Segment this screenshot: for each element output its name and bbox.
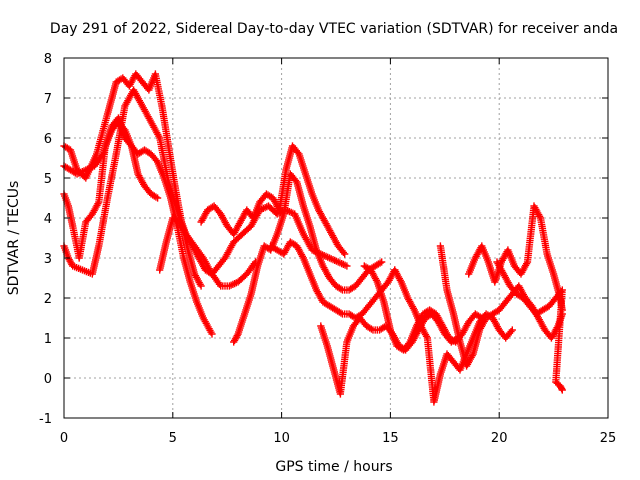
series-satellite-track-1 bbox=[60, 70, 205, 290]
y-tick-label: 2 bbox=[44, 292, 52, 307]
x-tick-label: 5 bbox=[169, 431, 177, 446]
data-point bbox=[367, 325, 375, 333]
data-point bbox=[337, 285, 345, 293]
y-tick-label: 5 bbox=[44, 172, 52, 187]
series-satellite-track-7 bbox=[230, 170, 386, 346]
data-point bbox=[67, 259, 75, 267]
y-tick-label: 4 bbox=[44, 212, 52, 227]
data-points bbox=[60, 70, 566, 406]
chart-title: Day 291 of 2022, Sidereal Day-to-day VTE… bbox=[50, 21, 618, 37]
x-tick-label: 10 bbox=[273, 431, 290, 446]
axis-ticks: 0 5 10 15 20 25 -1 0 1 2 3 4 5 6 7 8 bbox=[39, 52, 616, 446]
y-tick-label: 1 bbox=[44, 332, 52, 347]
data-point bbox=[507, 328, 515, 336]
y-axis-title: SDTVAR / TECUs bbox=[6, 181, 22, 296]
data-point bbox=[197, 282, 205, 290]
x-tick-label: 15 bbox=[382, 431, 399, 446]
y-tick-label: 8 bbox=[44, 52, 52, 67]
data-point bbox=[154, 194, 162, 202]
data-point bbox=[83, 165, 92, 173]
y-tick-label: 6 bbox=[44, 132, 52, 147]
series-satellite-track-6 bbox=[197, 142, 349, 258]
series-satellite-track-10 bbox=[360, 262, 486, 354]
data-point bbox=[208, 330, 216, 338]
data-point bbox=[378, 258, 386, 266]
data-point bbox=[337, 309, 345, 317]
x-tick-label: 0 bbox=[60, 431, 68, 446]
data-point bbox=[341, 250, 349, 258]
series-satellite-track-14 bbox=[493, 258, 566, 394]
data-point bbox=[87, 164, 95, 172]
y-tick-label: 3 bbox=[44, 252, 52, 267]
data-point bbox=[339, 248, 347, 256]
data-point bbox=[343, 262, 351, 270]
y-tick-label: 7 bbox=[44, 92, 52, 107]
x-axis-title: GPS time / hours bbox=[275, 459, 392, 475]
data-point bbox=[508, 326, 516, 334]
series-satellite-track-4 bbox=[60, 86, 260, 290]
x-tick-label: 20 bbox=[491, 431, 508, 446]
data-point bbox=[376, 259, 384, 267]
data-point bbox=[558, 386, 566, 394]
data-point bbox=[233, 332, 241, 340]
plot-frame bbox=[63, 57, 609, 419]
y-tick-label: 0 bbox=[44, 372, 52, 387]
y-tick-label: -1 bbox=[39, 412, 52, 427]
x-tick-label: 25 bbox=[600, 431, 617, 446]
